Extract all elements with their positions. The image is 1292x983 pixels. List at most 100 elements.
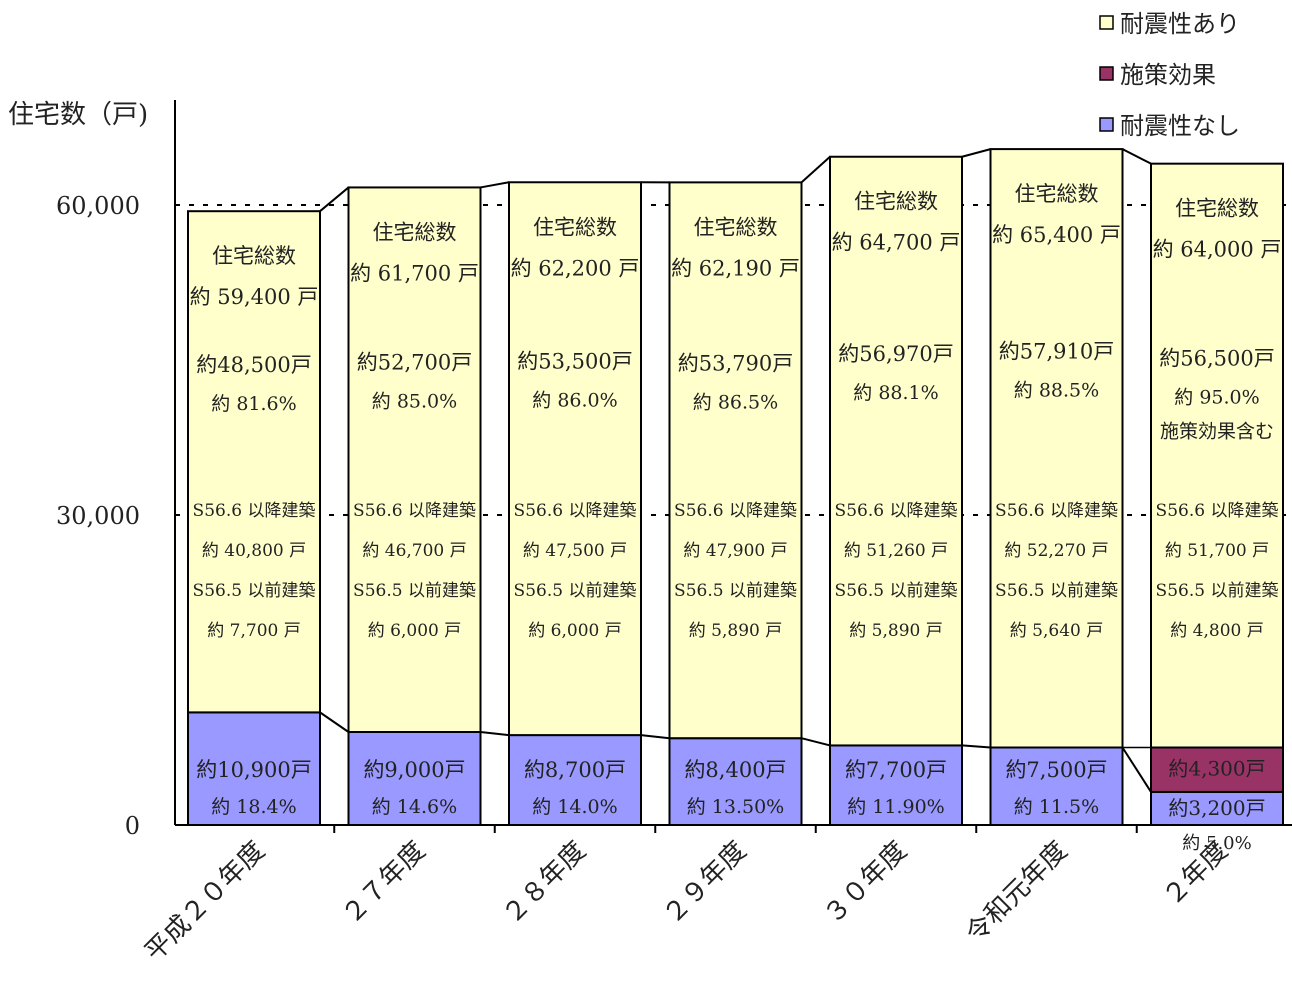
after-1981-value: 約 47,900 戸 xyxy=(683,541,787,561)
no-seismic-percent-label: 約 11.5% xyxy=(1014,796,1099,818)
connector-base xyxy=(640,734,670,740)
y-tick-label: 0 xyxy=(125,812,140,840)
after-1981-label: S56.6 以降建築 xyxy=(193,501,316,521)
connector-base xyxy=(480,731,510,737)
bar-segment-seismic xyxy=(1150,162,1284,749)
seismic-value-label: 約53,500戸 xyxy=(517,350,632,374)
before-1981-label: S56.5 以前建築 xyxy=(193,581,316,601)
connector-top xyxy=(800,155,831,184)
seismic-value-label: 約56,970戸 xyxy=(838,342,953,366)
y-tick-label: 30,000 xyxy=(56,502,140,530)
bar-segment-no-seismic xyxy=(989,746,1124,826)
connector-top xyxy=(961,148,991,158)
before-1981-value: 約 5,890 戸 xyxy=(849,621,942,641)
connector-top xyxy=(480,181,510,189)
legend-swatch xyxy=(1099,66,1114,81)
after-1981-value: 約 52,270 戸 xyxy=(1004,541,1108,561)
total-value-label: 約 59,400 戸 xyxy=(190,285,319,309)
bar-segment-seismic xyxy=(829,155,963,747)
legend-label: 施策効果 xyxy=(1120,61,1216,89)
before-1981-value: 約 6,000 戸 xyxy=(528,621,621,641)
policy-effect-label: 約4,300戸 xyxy=(1168,757,1265,781)
total-value-label: 約 62,200 戸 xyxy=(511,256,640,280)
bar-segment-seismic xyxy=(508,181,642,737)
total-title-label: 住宅総数 xyxy=(1015,182,1099,206)
no-seismic-value-label: 約8,400戸 xyxy=(684,758,786,782)
bar-segment-no-seismic xyxy=(668,737,803,827)
seismic-note-label: 施策効果含む xyxy=(1160,421,1274,443)
before-1981-value: 約 6,000 戸 xyxy=(368,621,461,641)
bar-segment-seismic xyxy=(347,186,482,733)
after-1981-value: 約 51,700 戸 xyxy=(1165,541,1269,561)
no-seismic-percent-label: 約 13.50% xyxy=(687,796,785,818)
seismic-value-label: 約57,910戸 xyxy=(999,339,1114,363)
bar-segment-seismic xyxy=(668,181,803,740)
after-1981-value: 約 51,260 戸 xyxy=(844,541,948,561)
before-1981-label: S56.5 以前建築 xyxy=(1156,581,1279,601)
after-1981-label: S56.6 以降建築 xyxy=(674,501,797,521)
no-seismic-percent-label: 約 18.4% xyxy=(211,796,296,818)
no-seismic-percent-label: 約 5.0% xyxy=(1182,833,1251,854)
legend-swatch xyxy=(1099,15,1114,30)
connector-base xyxy=(801,737,831,747)
legend-swatch xyxy=(1099,117,1114,132)
total-value-label: 約 64,700 戸 xyxy=(832,231,961,255)
seismic-percent-label: 約 86.0% xyxy=(532,390,617,412)
total-value-label: 約 61,700 戸 xyxy=(350,261,479,285)
before-1981-label: S56.5 以前建築 xyxy=(995,581,1118,601)
connector-lines xyxy=(319,148,1152,793)
seismic-percent-label: 約 86.5% xyxy=(693,391,778,413)
y-tick-label: 60,000 xyxy=(56,192,140,220)
x-tick-label: ３０年度 xyxy=(818,836,913,931)
before-1981-value: 約 5,640 戸 xyxy=(1010,621,1103,641)
bars xyxy=(187,148,1284,827)
before-1981-value: 約 7,700 戸 xyxy=(207,621,300,641)
seismic-value-label: 約53,790戸 xyxy=(678,351,793,375)
before-1981-label: S56.5 以前建築 xyxy=(835,581,958,601)
after-1981-label: S56.6 以降建築 xyxy=(1156,501,1279,521)
no-seismic-percent-label: 約 11.90% xyxy=(847,796,945,818)
total-value-label: 約 64,000 戸 xyxy=(1153,238,1282,262)
total-value-label: 約 65,400 戸 xyxy=(992,223,1121,247)
no-seismic-value-label: 約7,700戸 xyxy=(845,758,947,782)
bar-segment-no-seismic xyxy=(1150,790,1284,827)
x-tick-label: ２９年度 xyxy=(658,836,753,931)
no-seismic-value-label: 約3,200戸 xyxy=(1168,796,1265,820)
no-seismic-percent-label: 約 14.0% xyxy=(532,796,617,818)
after-1981-label: S56.6 以降建築 xyxy=(835,501,958,521)
after-1981-label: S56.6 以降建築 xyxy=(514,501,637,521)
connector-base xyxy=(961,744,991,749)
before-1981-label: S56.5 以前建築 xyxy=(514,581,637,601)
no-seismic-value-label: 約9,000戸 xyxy=(363,758,465,782)
bar-segment-seismic xyxy=(187,210,321,714)
bar-segment-policy-effect xyxy=(1150,746,1284,793)
total-title-label: 住宅総数 xyxy=(854,190,938,214)
seismic-percent-label: 約 88.1% xyxy=(853,382,938,404)
seismic-value-label: 約56,500戸 xyxy=(1159,347,1274,371)
no-seismic-value-label: 約7,500戸 xyxy=(1005,758,1107,782)
x-tick-label: 令和元年度 xyxy=(960,836,1073,949)
total-title-label: 住宅総数 xyxy=(1175,197,1259,221)
seismic-percent-label: 約 81.6% xyxy=(211,393,296,415)
no-seismic-value-label: 約10,900戸 xyxy=(196,758,311,782)
total-title-label: 住宅総数 xyxy=(694,215,778,239)
x-tick-label: ２７年度 xyxy=(337,836,432,931)
seismic-percent-label: 約 88.5% xyxy=(1014,379,1099,401)
total-title-label: 住宅総数 xyxy=(533,215,617,239)
connector-base xyxy=(319,711,350,733)
seismic-value-label: 約48,500戸 xyxy=(196,353,311,377)
total-title-label: 住宅総数 xyxy=(212,244,296,268)
y-axis-title: 住宅数（戸) xyxy=(8,100,148,130)
connector-top xyxy=(1122,148,1152,165)
no-seismic-value-label: 約8,700戸 xyxy=(524,758,626,782)
before-1981-value: 約 5,890 戸 xyxy=(689,621,782,641)
after-1981-value: 約 47,500 戸 xyxy=(523,541,627,561)
after-1981-value: 約 46,700 戸 xyxy=(362,541,466,561)
before-1981-value: 約 4,800 戸 xyxy=(1170,621,1263,641)
legend-label: 耐震性なし xyxy=(1120,112,1240,140)
bar-segment-no-seismic xyxy=(508,734,642,826)
x-tick-label: 平成２０年度 xyxy=(139,836,271,968)
no-seismic-percent-label: 約 14.6% xyxy=(372,796,457,818)
